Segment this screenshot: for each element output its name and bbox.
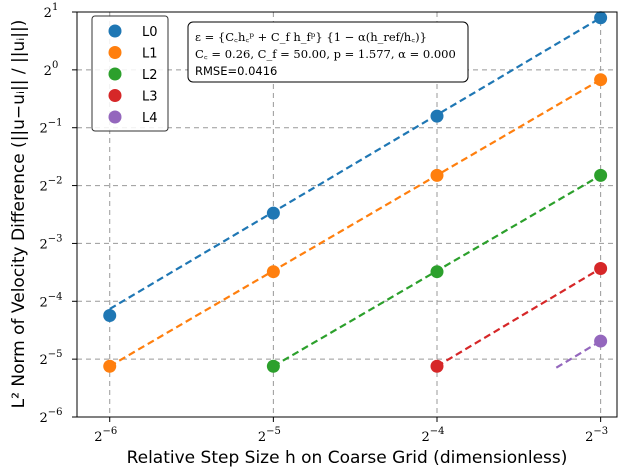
legend: L0 L1 L2 L3 L4 (91, 15, 169, 132)
y-tick-label: 2−1 (39, 118, 62, 137)
x-tick-label: 2−4 (421, 426, 444, 445)
y-tick-label: 2−6 (39, 407, 62, 426)
data-point-l3 (594, 261, 608, 275)
legend-label-l0: L0 (142, 25, 158, 40)
fit-line-l0 (109, 16, 602, 310)
data-point-l3 (430, 359, 444, 373)
x-axis-ticks: 2−6 2−5 2−4 2−3 (94, 417, 608, 445)
fit-line-l3 (436, 267, 602, 368)
y-tick-label: 2−5 (39, 349, 62, 368)
data-point-l4 (594, 334, 608, 348)
legend-label-l3: L3 (142, 90, 158, 105)
data-point-l1 (430, 168, 444, 182)
y-axis-ticks: 21 20 2−1 2−2 2−3 2−4 2−5 2−6 (39, 2, 77, 426)
data-point-l1 (594, 73, 608, 87)
y-tick-label: 21 (44, 2, 59, 21)
legend-marker-l0 (108, 24, 122, 38)
legend-label-l2: L2 (142, 68, 158, 83)
data-point-l0 (594, 11, 608, 25)
data-points (103, 11, 608, 373)
legend-label-l1: L1 (142, 47, 158, 62)
x-axis-label: Relative Step Size h on Coarse Grid (dim… (127, 448, 568, 468)
annotation-params: C꜀ = 0.26, C_f = 50.00, p = 1.577, α = 0… (195, 47, 456, 61)
fit-line-l1 (109, 78, 602, 368)
annotation-rmse: RMSE=0.0416 (195, 64, 277, 78)
y-tick-label: 2−4 (39, 291, 62, 310)
y-tick-label: 20 (44, 60, 59, 79)
y-axis-label: L² Norm of Velocity Difference (||u−uᵢ||… (9, 20, 29, 409)
data-point-l0 (430, 109, 444, 123)
annotation-formula: ε = {C꜀h꜀ᵖ + C_f h_fᵖ} {1 − α(h_ref/h꜀)} (195, 30, 427, 44)
x-tick-label: 2−6 (94, 426, 117, 445)
data-point-l0 (103, 309, 117, 323)
y-tick-label: 2−2 (39, 176, 62, 195)
x-tick-label: 2−5 (258, 426, 281, 445)
x-tick-label: 2−3 (585, 426, 608, 445)
y-tick-label: 2−3 (39, 233, 62, 252)
data-point-l2 (594, 168, 608, 182)
legend-frame (91, 15, 169, 132)
annotation-frame (187, 21, 469, 83)
data-point-l1 (103, 359, 117, 373)
legend-label-l4: L4 (142, 111, 158, 126)
fit-line-l4 (555, 340, 602, 369)
data-point-l2 (430, 265, 444, 279)
data-point-l1 (266, 265, 280, 279)
legend-marker-l4 (108, 110, 122, 124)
fit-annotation: ε = {C꜀h꜀ᵖ + C_f h_fᵖ} {1 − α(h_ref/h꜀)}… (187, 21, 469, 83)
legend-marker-l1 (108, 46, 122, 59)
legend-marker-l2 (108, 67, 122, 81)
legend-marker-l3 (108, 89, 122, 102)
plot-frame (76, 11, 618, 418)
data-point-l2 (266, 359, 280, 373)
data-point-l0 (266, 206, 280, 220)
